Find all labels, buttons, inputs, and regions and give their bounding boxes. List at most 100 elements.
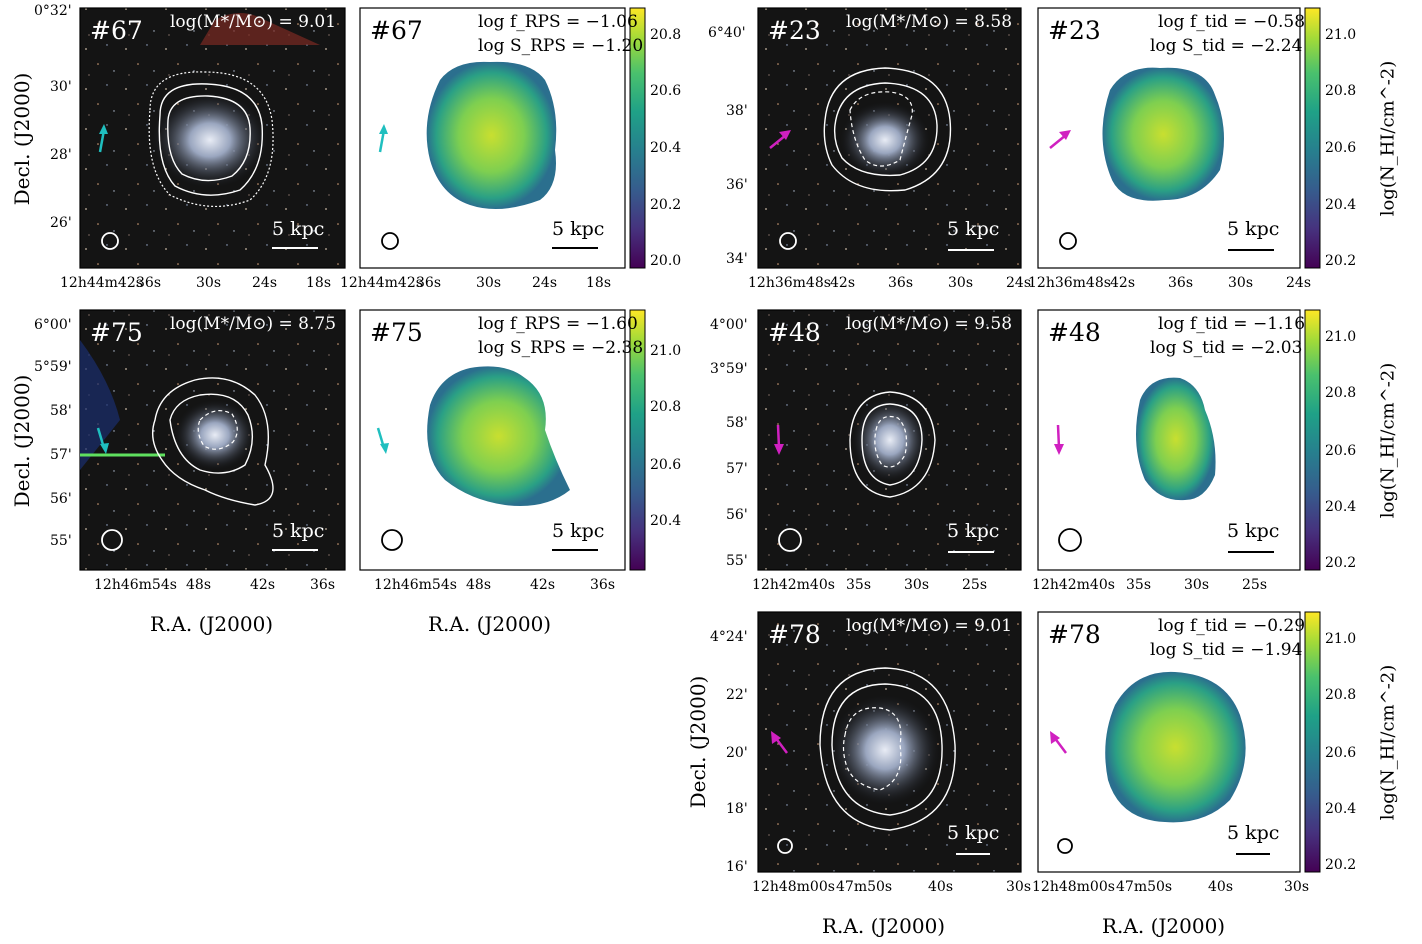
panel-78-hi bbox=[1037, 611, 1301, 873]
x-axis-label: R.A. (J2000) bbox=[1102, 914, 1226, 938]
y-tick: 55' bbox=[50, 533, 72, 549]
scale-label: 5 kpc bbox=[947, 520, 1000, 542]
panel-67-optical bbox=[79, 7, 346, 269]
x-tick: 42s bbox=[250, 577, 275, 593]
x-tick: 36s bbox=[590, 577, 615, 593]
beam-icon bbox=[101, 232, 119, 250]
x-tick: 12h44m42s bbox=[340, 275, 423, 291]
x-tick: 36s bbox=[310, 577, 335, 593]
panel-75-optical bbox=[79, 309, 346, 571]
panel-48-s: log S_tid = −2.03 bbox=[1150, 338, 1303, 358]
x-tick: 24s bbox=[1286, 275, 1311, 291]
cb-tick: 21.0 bbox=[1325, 27, 1357, 43]
x-tick: 12h46m54s bbox=[374, 577, 457, 593]
y-axis-label: Decl. (J2000) bbox=[10, 374, 34, 508]
panel-67-mass: log(M*/M⊙) = 9.01 bbox=[170, 12, 337, 32]
y-tick: 28' bbox=[50, 147, 72, 163]
x-tick: 18s bbox=[306, 275, 331, 291]
x-tick: 30s bbox=[1284, 879, 1309, 895]
x-tick: 12h44m42s bbox=[60, 275, 143, 291]
cb-tick: 21.0 bbox=[1325, 631, 1357, 647]
y-tick: 16' bbox=[726, 859, 748, 875]
y-tick: 30' bbox=[50, 79, 72, 95]
x-tick: 47m50s bbox=[1116, 879, 1173, 895]
scale-label: 5 kpc bbox=[552, 218, 605, 240]
panel-67-s: log S_RPS = −1.20 bbox=[478, 36, 644, 56]
cb-tick: 20.6 bbox=[1325, 745, 1357, 761]
colorbar-label: log(N_HI/cm^-2) bbox=[1377, 60, 1399, 217]
panel-23-s: log S_tid = −2.24 bbox=[1150, 36, 1303, 56]
y-tick: 26' bbox=[50, 215, 72, 231]
x-axis-label: R.A. (J2000) bbox=[428, 612, 552, 636]
x-tick: 30s bbox=[476, 275, 501, 291]
panel-67-f: log f_RPS = −1.06 bbox=[478, 12, 638, 32]
x-tick: 24s bbox=[252, 275, 277, 291]
cb-tick: 20.8 bbox=[1325, 687, 1357, 703]
panel-23-mass: log(M*/M⊙) = 8.58 bbox=[846, 12, 1013, 32]
x-tick: 12h42m40s bbox=[752, 577, 835, 593]
y-axis-label: Decl. (J2000) bbox=[686, 675, 710, 809]
x-tick: 25s bbox=[1242, 577, 1267, 593]
y-tick: 6°40' bbox=[708, 25, 746, 41]
panel-67-id: #67 bbox=[90, 16, 143, 45]
panel-75-hi bbox=[359, 309, 626, 571]
panel-78-f: log f_tid = −0.29 bbox=[1158, 616, 1306, 636]
cb-tick: 20.8 bbox=[1325, 83, 1357, 99]
cb-tick: 20.4 bbox=[1325, 801, 1357, 817]
x-tick: 18s bbox=[586, 275, 611, 291]
panel-75-f: log f_RPS = −1.60 bbox=[478, 314, 638, 334]
scale-label: 5 kpc bbox=[1227, 520, 1280, 542]
x-tick: 36s bbox=[1168, 275, 1193, 291]
y-tick: 57' bbox=[726, 461, 748, 477]
panel-67-colorbar bbox=[629, 7, 646, 269]
y-tick: 36' bbox=[726, 177, 748, 193]
panel-78-mass: log(M*/M⊙) = 9.01 bbox=[846, 616, 1013, 636]
cb-tick: 21.0 bbox=[1325, 329, 1357, 345]
panel-23-id: #23 bbox=[768, 16, 821, 45]
y-tick: 38' bbox=[726, 103, 748, 119]
colorbar-label: log(N_HI/cm^-2) bbox=[1377, 362, 1399, 519]
cb-tick: 20.6 bbox=[1325, 443, 1357, 459]
scale-label: 5 kpc bbox=[552, 520, 605, 542]
x-tick: 48s bbox=[186, 577, 211, 593]
y-tick: 0°32' bbox=[34, 3, 72, 19]
cb-tick: 20.4 bbox=[650, 140, 682, 156]
y-tick: 4°00' bbox=[710, 317, 748, 333]
y-tick: 58' bbox=[726, 415, 748, 431]
x-tick: 24s bbox=[1006, 275, 1031, 291]
cb-tick: 20.6 bbox=[650, 457, 682, 473]
cb-tick: 20.2 bbox=[1325, 253, 1357, 269]
y-tick: 6°00' bbox=[34, 317, 72, 333]
x-tick: 42s bbox=[830, 275, 855, 291]
panel-75-mass: log(M*/M⊙) = 8.75 bbox=[170, 314, 337, 334]
x-tick: 42s bbox=[530, 577, 555, 593]
cb-tick: 20.4 bbox=[650, 513, 682, 529]
y-tick: 22' bbox=[726, 687, 748, 703]
x-tick: 25s bbox=[962, 577, 987, 593]
y-tick: 57' bbox=[50, 447, 72, 463]
x-axis-label: R.A. (J2000) bbox=[150, 612, 274, 636]
x-tick: 12h48m00s bbox=[1032, 879, 1115, 895]
y-tick: 34' bbox=[726, 251, 748, 267]
panel-23-hi bbox=[1037, 7, 1301, 269]
cb-tick: 20.6 bbox=[650, 83, 682, 99]
x-tick: 12h36m48s bbox=[748, 275, 831, 291]
cb-tick: 20.0 bbox=[650, 253, 682, 269]
y-tick: 18' bbox=[726, 801, 748, 817]
scale-label: 5 kpc bbox=[1227, 822, 1280, 844]
scale-label: 5 kpc bbox=[947, 218, 1000, 240]
panel-75-s: log S_RPS = −2.38 bbox=[478, 338, 644, 358]
cb-tick: 20.8 bbox=[1325, 385, 1357, 401]
x-tick: 30s bbox=[904, 577, 929, 593]
cb-tick: 20.8 bbox=[650, 27, 682, 43]
x-tick: 35s bbox=[1126, 577, 1151, 593]
x-tick: 12h36m48s bbox=[1028, 275, 1111, 291]
panel-23-optical bbox=[757, 7, 1022, 269]
y-tick: 20' bbox=[726, 745, 748, 761]
x-tick: 36s bbox=[416, 275, 441, 291]
x-axis-label: R.A. (J2000) bbox=[822, 914, 946, 938]
panel-48-optical bbox=[757, 309, 1022, 571]
x-tick: 47m50s bbox=[836, 879, 893, 895]
colorbar-label: log(N_HI/cm^-2) bbox=[1377, 664, 1399, 821]
panel-48-hi-id: #48 bbox=[1048, 318, 1101, 347]
